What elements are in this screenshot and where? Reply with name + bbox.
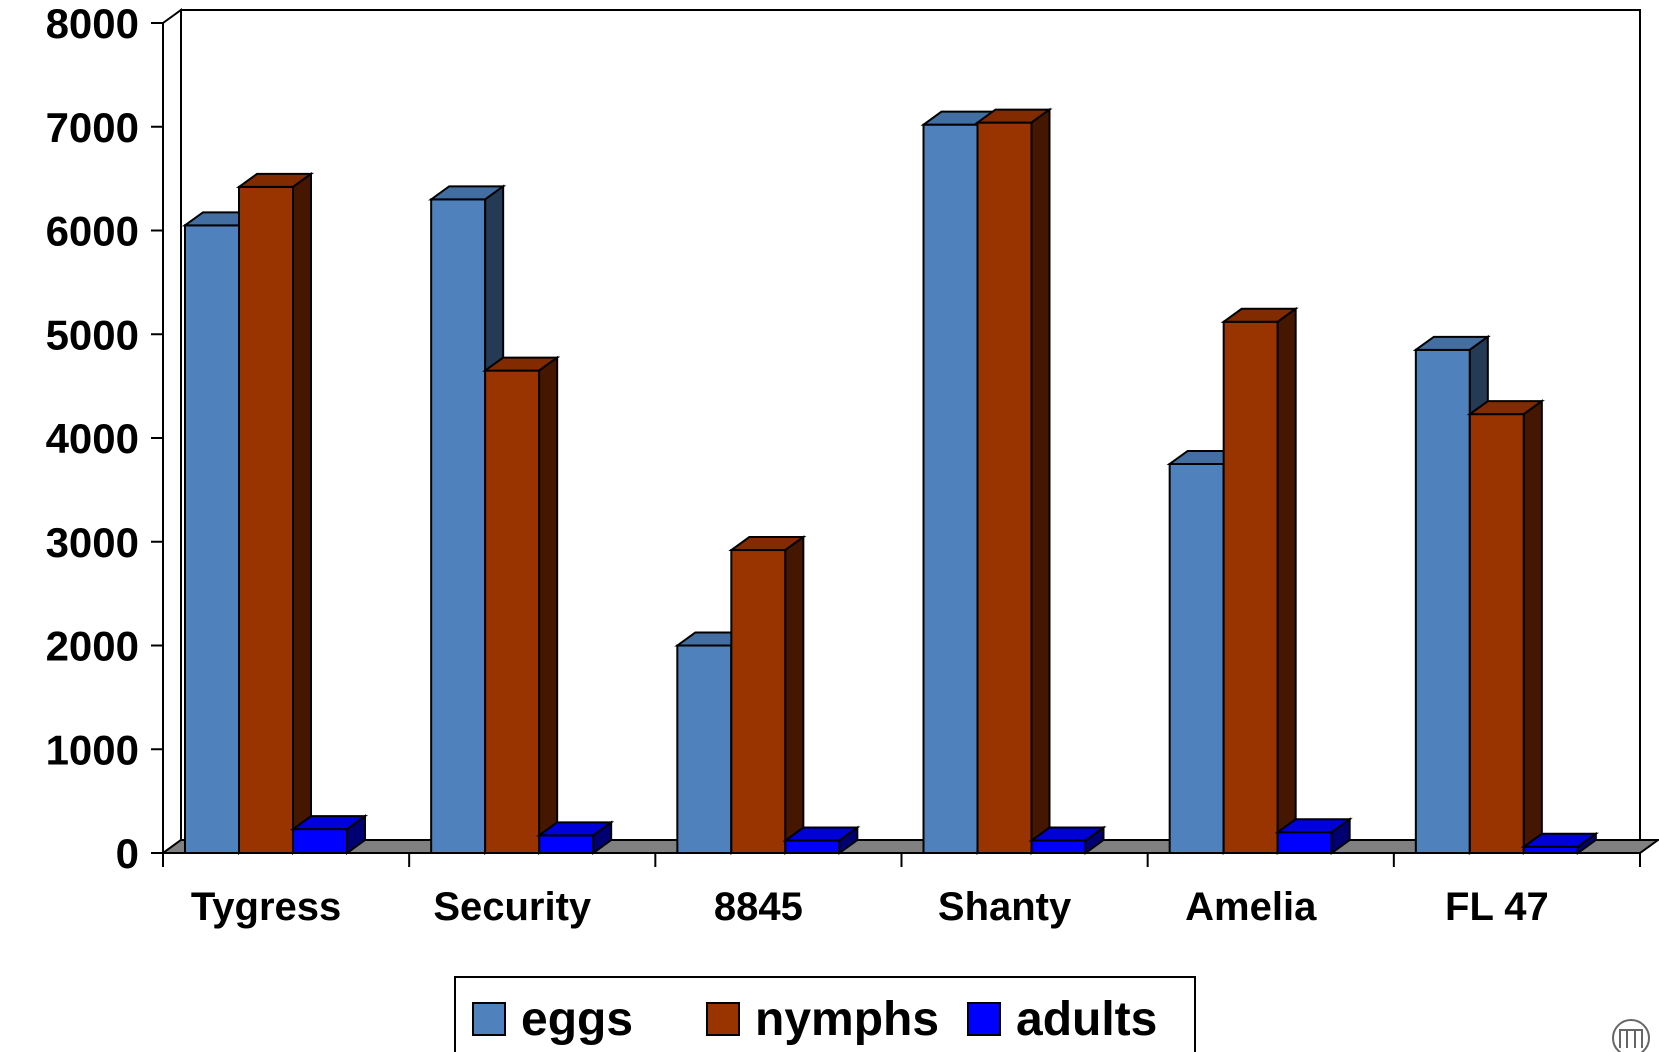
y-tick-label: 0 [116, 830, 139, 877]
bar-front [1168, 462, 1225, 854]
bar [782, 825, 861, 855]
y-tick-label: 3000 [46, 519, 139, 566]
bar-front [784, 839, 841, 854]
bar-front [484, 369, 541, 854]
legend: eggs nymphs adults [454, 976, 1196, 1052]
bar [1028, 825, 1107, 855]
bar-front [922, 123, 979, 855]
bar-side [346, 814, 366, 855]
legend-label: adults [1016, 993, 1157, 1046]
x-tick-label: Tygress [191, 885, 341, 929]
bar-front [292, 828, 348, 855]
x-tick-label: Security [433, 885, 592, 929]
bar-front [1030, 839, 1087, 854]
bar-side [1576, 831, 1597, 855]
y-tick-label: 4000 [46, 415, 139, 462]
bar-side [538, 355, 559, 855]
bar [1466, 399, 1545, 855]
bar-side [784, 535, 805, 855]
x-tick-label: FL 47 [1445, 885, 1549, 929]
bar-side [1084, 825, 1105, 855]
legend-label: nymphs [755, 993, 939, 1046]
side-wall [162, 8, 182, 855]
bar-side [1330, 817, 1351, 855]
y-tick-label: 2000 [46, 623, 139, 670]
bar [289, 814, 369, 855]
bars-group [181, 107, 1599, 855]
bar-front [238, 185, 294, 855]
bar [728, 535, 807, 855]
bar-front [538, 834, 595, 854]
bar-front [976, 121, 1033, 855]
x-tick-label: Shanty [938, 885, 1072, 929]
y-tick-label: 5000 [46, 311, 139, 358]
bar-side [292, 171, 312, 855]
bar-side [838, 825, 859, 855]
x-axis: Tygress Security 8845 Shanty Amelia FL 47 [162, 852, 1641, 929]
x-tick-label: Amelia [1185, 885, 1317, 929]
y-tick-label: 7000 [46, 104, 139, 151]
y-axis: 0 1000 2000 3000 4000 5000 6000 7000 8000 [46, 0, 164, 877]
bar-front [730, 549, 787, 854]
y-tick-label: 6000 [46, 208, 139, 255]
watermark-logo-icon [1612, 1019, 1650, 1052]
bar-front [1468, 413, 1525, 854]
bar [1220, 306, 1299, 855]
bar [536, 820, 615, 855]
bar [1520, 831, 1599, 855]
bar-side [592, 820, 613, 855]
bar-front [1222, 320, 1279, 854]
bar-front [1276, 831, 1333, 854]
bar-front [676, 644, 733, 854]
bar-front [184, 224, 240, 854]
legend-box [454, 976, 1196, 1052]
bar-front [1414, 348, 1471, 854]
bar [482, 355, 561, 855]
bar-side [1522, 399, 1543, 855]
legend-label: eggs [521, 993, 633, 1046]
bar [974, 107, 1053, 855]
bar [1274, 817, 1353, 855]
legend-swatch [967, 1002, 1001, 1036]
y-tick-label: 8000 [46, 0, 139, 47]
legend-swatch [706, 1002, 740, 1036]
y-tick-label: 1000 [46, 726, 139, 773]
bar-side [1276, 306, 1297, 855]
bar-side [1030, 107, 1051, 855]
legend-swatch [472, 1002, 506, 1036]
x-tick-label: 8845 [714, 885, 803, 929]
bar-front [430, 198, 487, 854]
bar [235, 171, 315, 855]
